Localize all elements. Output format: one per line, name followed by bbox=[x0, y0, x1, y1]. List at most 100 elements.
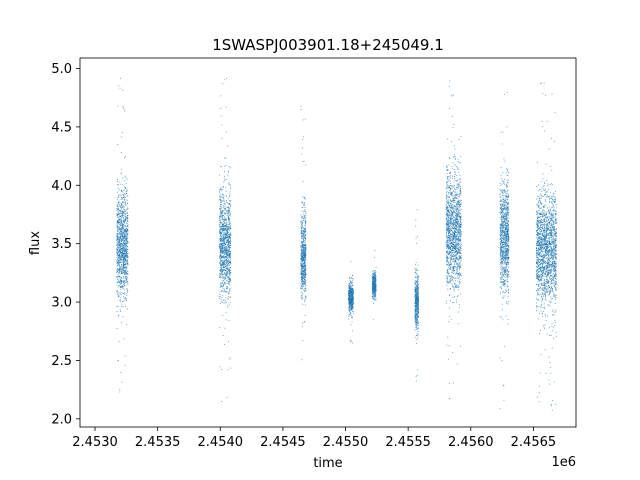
data-point bbox=[373, 291, 375, 293]
data-point bbox=[304, 265, 306, 267]
data-point bbox=[300, 263, 302, 265]
data-point bbox=[459, 257, 461, 259]
data-point bbox=[124, 293, 126, 295]
data-point bbox=[303, 202, 305, 204]
data-point bbox=[447, 177, 448, 179]
data-point bbox=[304, 215, 306, 217]
data-point bbox=[305, 243, 307, 245]
data-point bbox=[123, 243, 125, 244]
data-point bbox=[124, 196, 126, 198]
data-point bbox=[123, 249, 125, 251]
data-point bbox=[229, 191, 231, 193]
data-point bbox=[228, 293, 229, 295]
data-point bbox=[445, 228, 447, 230]
data-point bbox=[459, 266, 461, 267]
data-point bbox=[118, 181, 120, 183]
data-point bbox=[229, 211, 231, 213]
data-point bbox=[453, 216, 455, 218]
data-point bbox=[450, 250, 452, 252]
data-point bbox=[117, 222, 118, 224]
data-point bbox=[220, 202, 221, 204]
data-point bbox=[120, 235, 122, 236]
data-point bbox=[227, 272, 229, 274]
data-point bbox=[447, 358, 449, 360]
data-point bbox=[219, 230, 221, 232]
data-point bbox=[445, 242, 447, 244]
data-point bbox=[124, 244, 126, 246]
data-point bbox=[123, 253, 125, 255]
data-point bbox=[302, 242, 303, 243]
data-point bbox=[454, 148, 456, 150]
data-point bbox=[350, 296, 352, 298]
data-point bbox=[348, 290, 350, 292]
data-point bbox=[228, 207, 230, 209]
data-point bbox=[119, 220, 121, 222]
data-point bbox=[352, 299, 354, 301]
data-point bbox=[118, 233, 119, 235]
data-point bbox=[415, 290, 417, 292]
data-point bbox=[122, 206, 123, 208]
data-point bbox=[219, 232, 221, 234]
data-point bbox=[224, 216, 226, 218]
data-point bbox=[301, 274, 303, 276]
data-point bbox=[219, 232, 221, 234]
data-point bbox=[302, 240, 304, 242]
data-point bbox=[122, 316, 124, 318]
data-point bbox=[125, 261, 127, 263]
data-point bbox=[220, 261, 222, 263]
data-point bbox=[417, 274, 419, 276]
data-point bbox=[227, 229, 229, 231]
data-point bbox=[119, 250, 121, 252]
data-point bbox=[118, 257, 120, 259]
data-point bbox=[126, 266, 128, 268]
data-point bbox=[223, 272, 225, 274]
data-point bbox=[121, 219, 122, 221]
data-point bbox=[226, 230, 228, 232]
data-point bbox=[221, 189, 223, 191]
data-point bbox=[120, 272, 122, 274]
data-point bbox=[127, 257, 129, 259]
data-point bbox=[124, 249, 126, 251]
data-point bbox=[229, 272, 231, 274]
data-point bbox=[301, 153, 302, 155]
data-point bbox=[447, 222, 449, 224]
data-point bbox=[452, 214, 454, 216]
data-point bbox=[126, 195, 128, 197]
data-point bbox=[227, 254, 229, 256]
data-point bbox=[451, 239, 453, 241]
data-point bbox=[220, 239, 222, 241]
data-point bbox=[453, 239, 454, 241]
data-point bbox=[229, 255, 231, 257]
data-point bbox=[229, 237, 231, 239]
data-point bbox=[300, 277, 302, 279]
data-point bbox=[224, 228, 226, 230]
data-point bbox=[116, 244, 118, 246]
data-point bbox=[120, 224, 122, 226]
data-point bbox=[119, 299, 121, 301]
data-point bbox=[122, 255, 124, 257]
data-point bbox=[446, 232, 447, 233]
data-point bbox=[222, 284, 224, 286]
data-point bbox=[118, 240, 120, 242]
data-point bbox=[417, 289, 419, 291]
data-point bbox=[219, 293, 221, 295]
data-point bbox=[118, 247, 120, 249]
data-point bbox=[221, 251, 223, 253]
data-point bbox=[300, 250, 302, 252]
data-point bbox=[460, 155, 462, 157]
data-point bbox=[302, 252, 304, 253]
data-point bbox=[418, 313, 419, 315]
data-point bbox=[229, 263, 231, 265]
data-point bbox=[124, 280, 126, 281]
data-point bbox=[375, 283, 377, 285]
data-point bbox=[121, 271, 123, 273]
data-point bbox=[415, 293, 417, 295]
data-point bbox=[301, 256, 303, 258]
data-point bbox=[224, 233, 226, 234]
data-point bbox=[117, 220, 119, 222]
data-point bbox=[416, 312, 418, 314]
data-point bbox=[449, 268, 451, 269]
data-point bbox=[374, 274, 376, 276]
data-point bbox=[118, 196, 119, 198]
data-point bbox=[446, 277, 448, 279]
